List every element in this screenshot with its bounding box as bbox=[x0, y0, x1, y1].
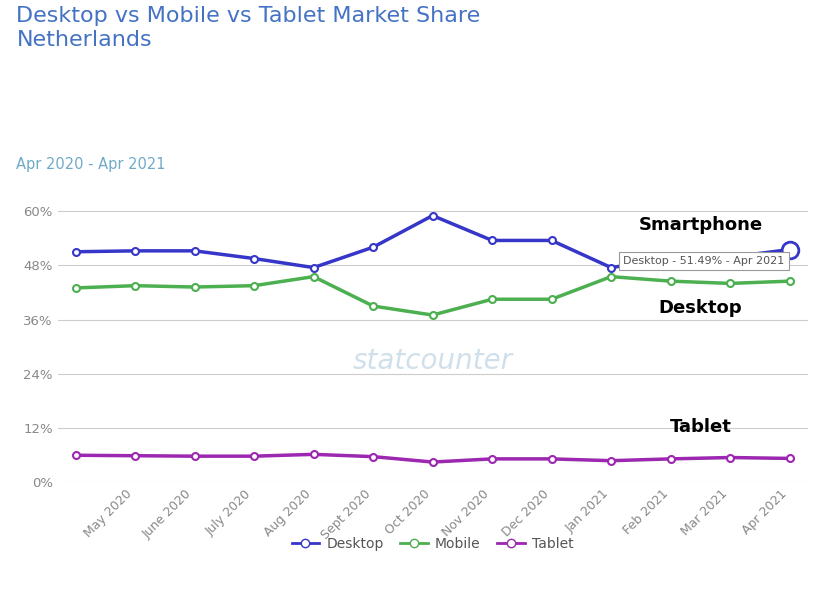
Legend: Desktop, Mobile, Tablet: Desktop, Mobile, Tablet bbox=[286, 531, 579, 557]
Text: Desktop: Desktop bbox=[658, 299, 742, 317]
Text: Smartphone: Smartphone bbox=[639, 216, 762, 234]
Text: statcounter: statcounter bbox=[353, 347, 513, 375]
Text: Apr 2020 - Apr 2021: Apr 2020 - Apr 2021 bbox=[16, 157, 166, 172]
Text: Desktop - 51.49% - Apr 2021: Desktop - 51.49% - Apr 2021 bbox=[623, 256, 784, 266]
Text: Desktop vs Mobile vs Tablet Market Share
Netherlands: Desktop vs Mobile vs Tablet Market Share… bbox=[16, 6, 480, 50]
Text: Tablet: Tablet bbox=[669, 418, 732, 436]
